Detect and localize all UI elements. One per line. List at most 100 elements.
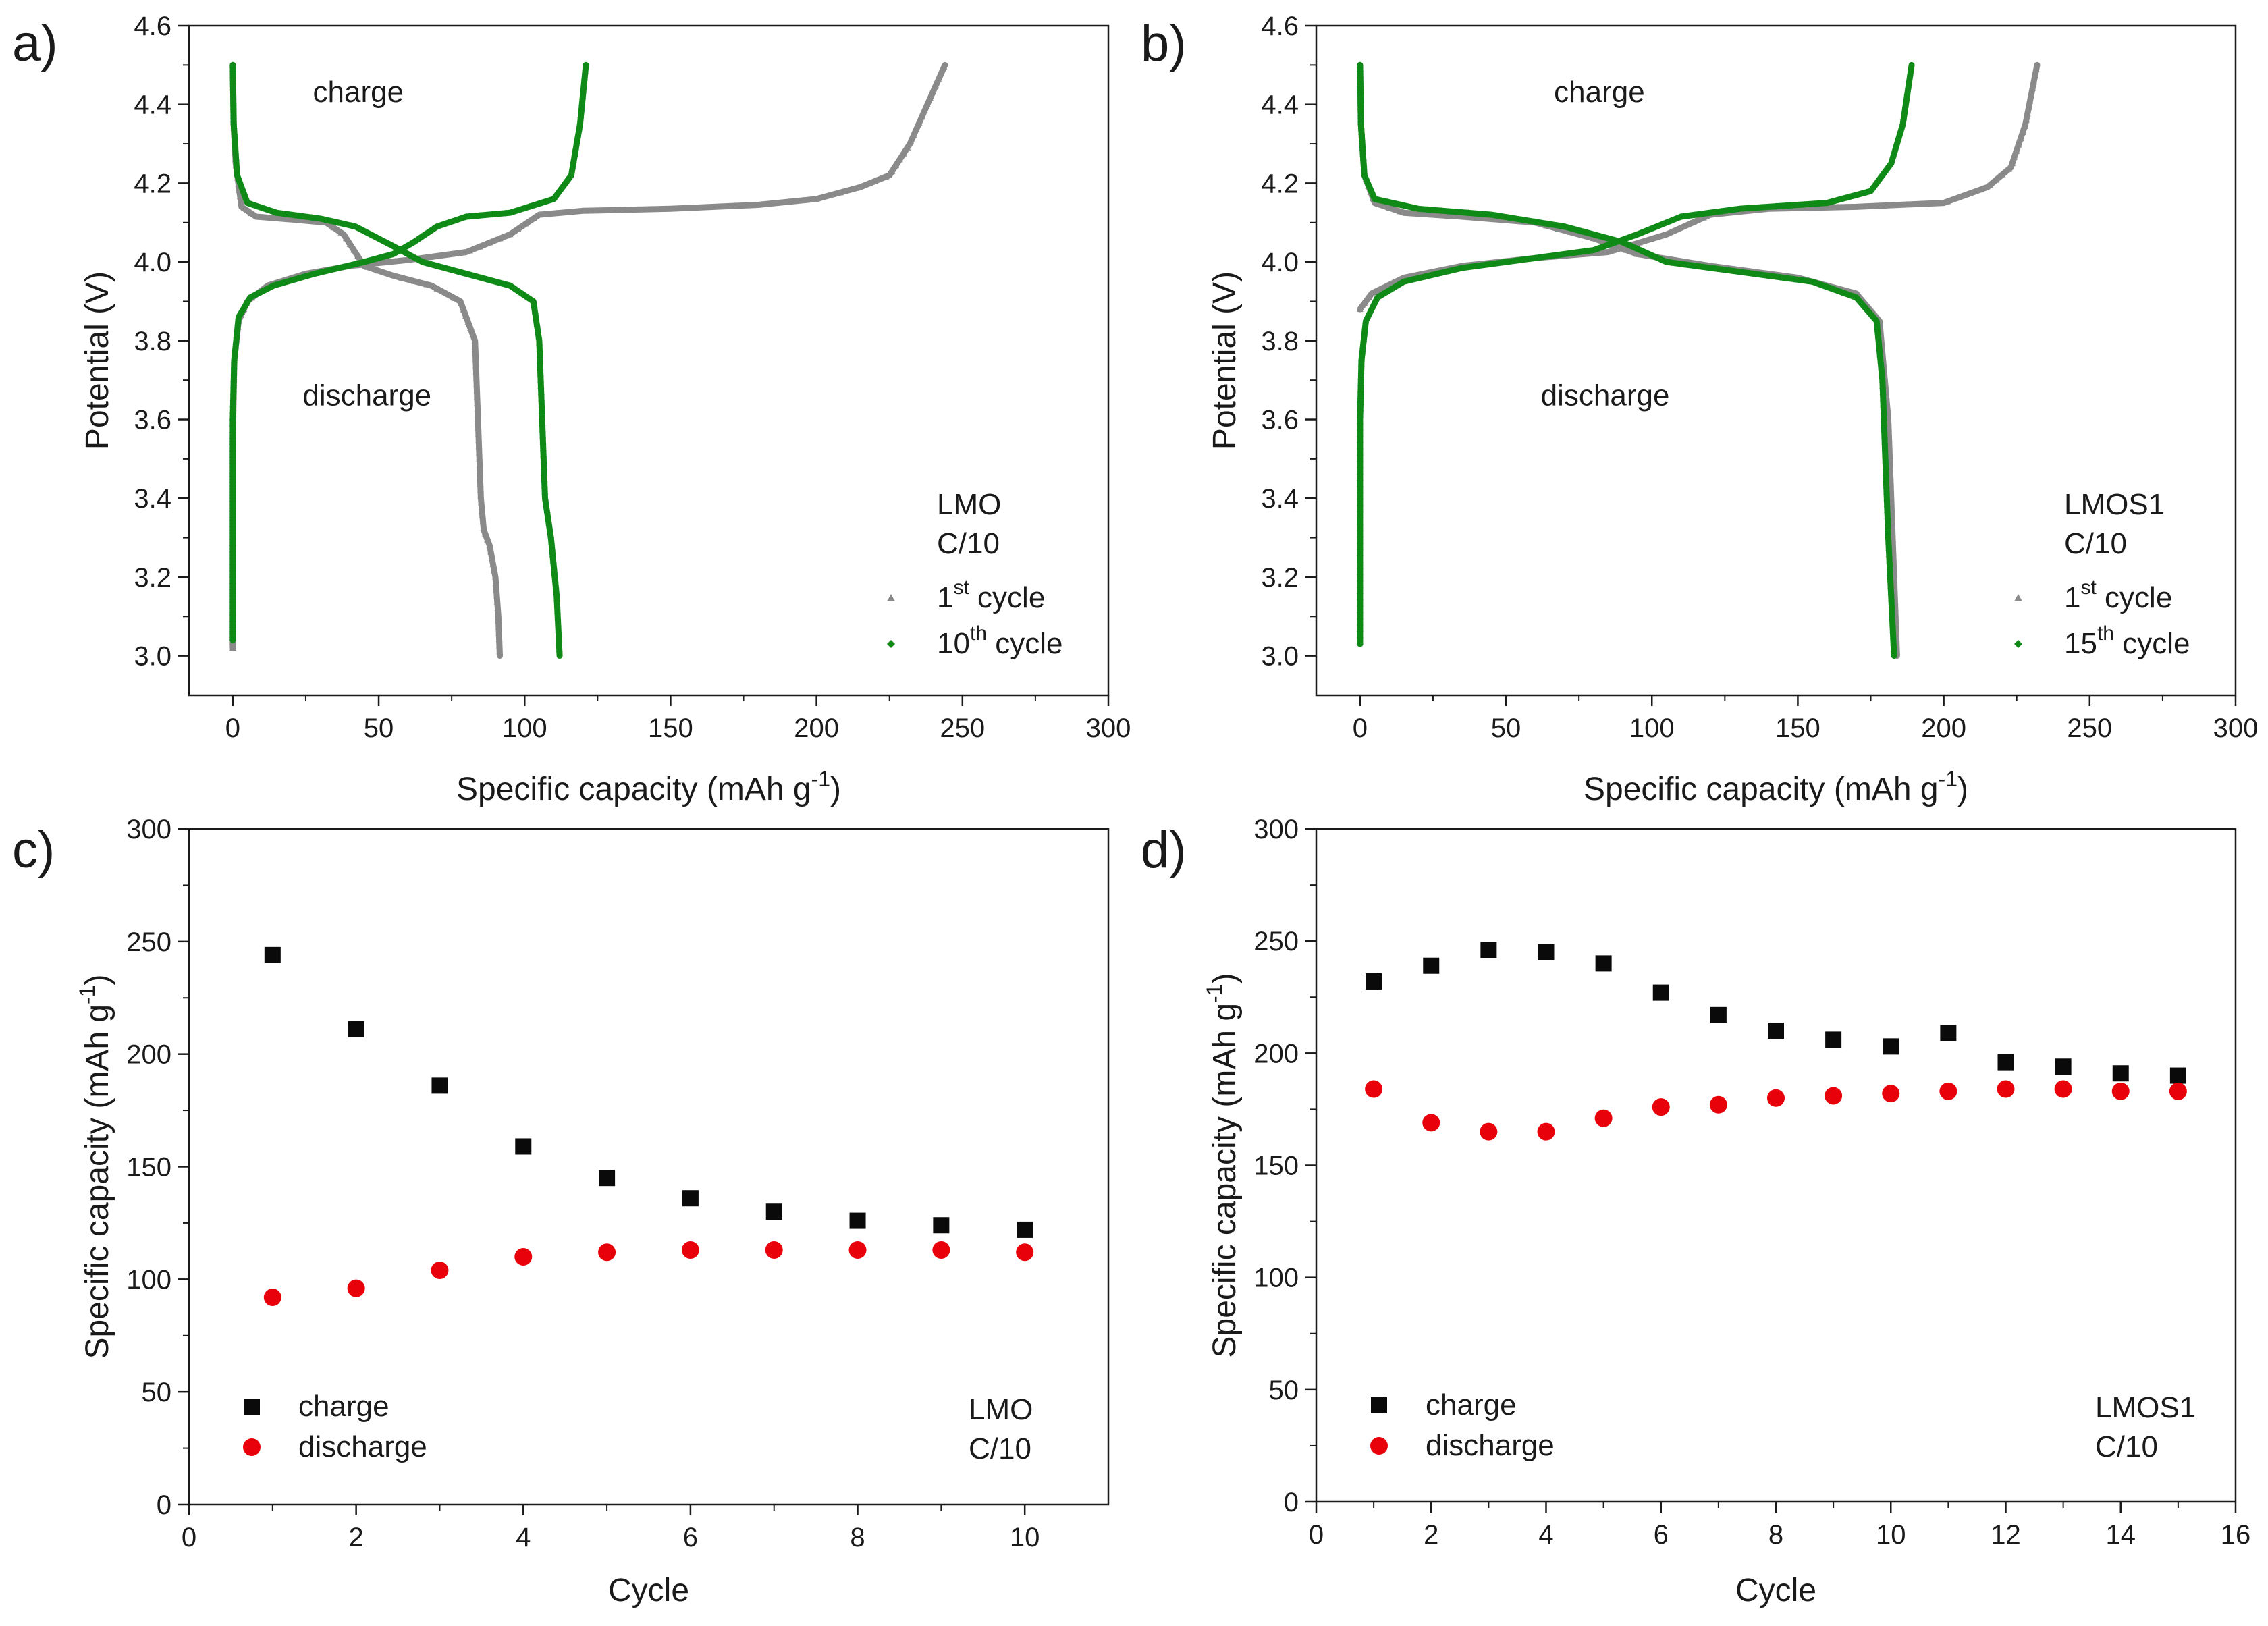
data-point: [1368, 189, 1376, 196]
data-point: [1787, 202, 1794, 209]
data-point: [1777, 273, 1784, 281]
data-point: [1636, 239, 1643, 246]
data-point: [1848, 203, 1856, 210]
annotation-discharge: discharge: [1541, 379, 1670, 412]
data-point: [302, 273, 310, 280]
data-point: [1374, 200, 1382, 207]
data-point: [1656, 255, 1663, 263]
y-tick-label: 150: [1253, 1151, 1299, 1181]
data-point: [704, 203, 711, 210]
data-point: [1791, 275, 1798, 283]
data-point: [415, 235, 423, 242]
legend-label: 1st cycle: [937, 576, 1045, 614]
data-point: [229, 472, 236, 480]
data-point: [1357, 382, 1365, 389]
data-point: [487, 548, 495, 555]
data-point: [933, 1217, 950, 1234]
data-point: [231, 138, 238, 145]
data-point: [1356, 306, 1364, 313]
data-point: [492, 573, 499, 580]
data-point: [765, 1203, 782, 1220]
data-point: [377, 236, 384, 244]
data-point: [471, 337, 479, 344]
data-point: [1357, 388, 1364, 396]
data-point: [1371, 195, 1378, 202]
data-point: [242, 195, 250, 202]
data-point: [1887, 578, 1894, 586]
data-point: [580, 88, 587, 96]
data-point: [1888, 597, 1895, 605]
data-point: [1906, 78, 1913, 86]
data-point: [940, 63, 948, 70]
data-point: [1883, 484, 1890, 491]
data-point: [473, 368, 480, 375]
data-point: [1527, 255, 1534, 263]
y-tick-label: 3.4: [1261, 484, 1299, 514]
data-point: [1356, 520, 1364, 528]
data-point: [476, 243, 483, 250]
data-point: [1955, 194, 1962, 200]
data-point: [1976, 186, 1984, 193]
data-point: [1356, 571, 1364, 578]
data-point: [377, 254, 385, 261]
series-line: [230, 61, 589, 643]
data-point: [1710, 1006, 1727, 1023]
data-point: [556, 648, 563, 655]
data-point: [1888, 603, 1895, 611]
data-point: [1986, 182, 1993, 188]
data-point: [460, 306, 467, 313]
data-point: [230, 359, 238, 367]
data-point: [229, 479, 236, 486]
data-point: [469, 331, 477, 337]
data-point: [354, 252, 361, 259]
data-point: [1681, 261, 1688, 268]
data-point: [1356, 584, 1364, 591]
data-point: [229, 529, 236, 537]
legend-label: 1st cycle: [2064, 576, 2172, 614]
data-point: [531, 310, 539, 317]
data-point: [1361, 300, 1368, 306]
x-tick-label: 6: [683, 1523, 698, 1552]
data-point: [1879, 397, 1887, 404]
data-point: [538, 397, 545, 404]
data-point: [235, 315, 242, 323]
data-point: [492, 580, 500, 587]
data-point: [1647, 236, 1654, 242]
data-point: [1870, 184, 1877, 191]
data-point: [230, 125, 238, 132]
data-point: [348, 1021, 364, 1037]
data-point: [536, 354, 543, 361]
data-point: [229, 466, 236, 474]
data-point: [745, 202, 753, 209]
data-point: [547, 534, 555, 541]
data-point: [472, 356, 479, 362]
data-point: [1370, 302, 1378, 309]
data-point: [676, 205, 684, 211]
data-point: [1554, 251, 1561, 259]
data-point: [563, 178, 570, 185]
data-point: [1887, 591, 1895, 598]
data-point: [1356, 590, 1364, 597]
data-point: [1356, 533, 1364, 541]
data-point: [1356, 67, 1364, 75]
data-point: [1887, 572, 1894, 579]
data-point: [364, 257, 372, 265]
x-axis-label: Specific capacity (mAh g-1): [456, 767, 841, 807]
data-point: [479, 512, 486, 518]
data-point: [1540, 253, 1548, 261]
data-point: [229, 542, 236, 549]
x-tick-label: 200: [1921, 713, 1966, 743]
data-point: [1365, 1080, 1383, 1098]
data-point: [495, 642, 503, 649]
data-point: [1358, 138, 1366, 145]
data-point: [1451, 208, 1459, 215]
data-point: [1820, 204, 1828, 211]
data-point: [1459, 264, 1466, 271]
data-point: [1356, 470, 1364, 478]
data-point: [556, 642, 563, 649]
data-point: [1356, 558, 1364, 566]
data-point: [514, 1247, 533, 1266]
data-point: [447, 266, 454, 273]
data-point: [229, 448, 236, 455]
data-point: [1357, 112, 1364, 119]
